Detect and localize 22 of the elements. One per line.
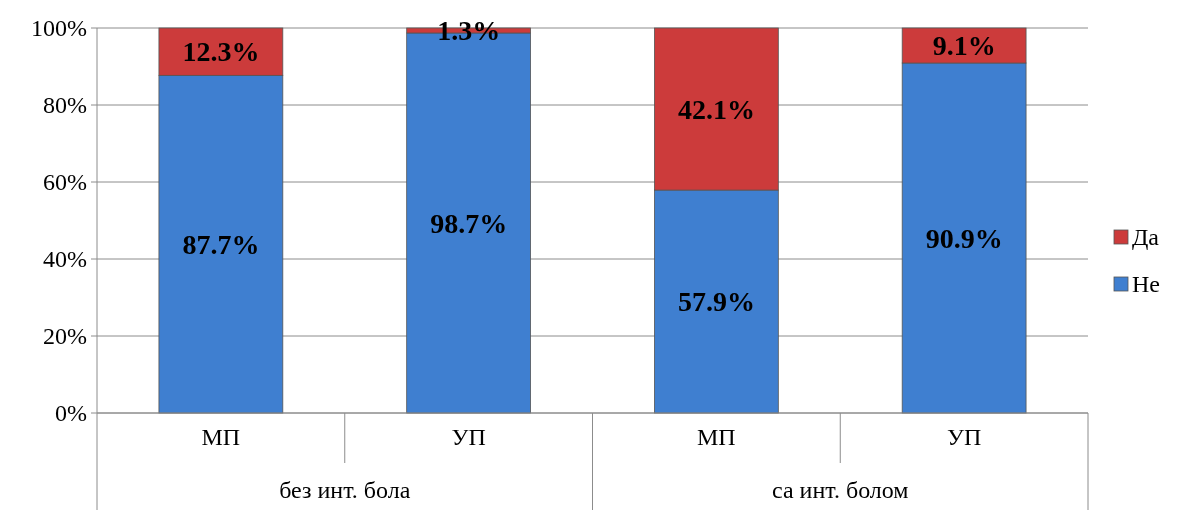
x-tick-label: УП <box>451 424 486 450</box>
y-tick-label: 60% <box>43 169 87 196</box>
text: без инт. бола <box>279 477 411 503</box>
y-tick-label: 40% <box>43 246 87 273</box>
legend-label: Да <box>1132 224 1160 251</box>
text: 57.9% <box>677 286 755 318</box>
text: 12.3% <box>182 36 260 68</box>
y-tick-label: 20% <box>43 323 87 350</box>
text: 1.3% <box>437 15 501 47</box>
text: са инт. болом <box>771 477 909 503</box>
text: 42.1% <box>677 93 755 125</box>
x-tick-label: УП <box>946 424 982 450</box>
x-tick-label: МП <box>697 424 736 450</box>
text: 9.1% <box>932 30 996 62</box>
y-tick-label: 100% <box>31 15 87 42</box>
text: 98.7% <box>430 207 508 239</box>
y-tick-label: 80% <box>43 92 87 119</box>
y-tick-label: 0% <box>55 400 87 427</box>
x-tick-label: МП <box>201 424 241 450</box>
text: 90.9% <box>925 222 1003 254</box>
legend-label: Не <box>1132 271 1160 298</box>
text: 87.7% <box>182 228 260 260</box>
